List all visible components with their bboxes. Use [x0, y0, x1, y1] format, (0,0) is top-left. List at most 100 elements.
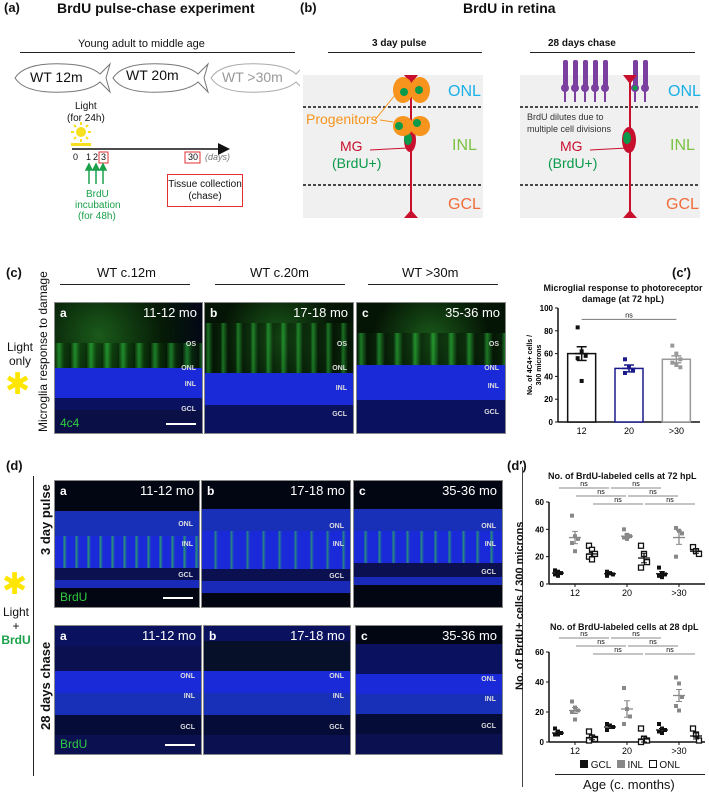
layer-inl: INL — [484, 696, 496, 703]
layer-inl: INL — [183, 693, 195, 700]
fish-label-2: WT 20m — [126, 67, 179, 83]
data-point — [657, 565, 661, 570]
pulse-row-label: 3 day pulse — [38, 484, 53, 555]
panel-d-bracket — [33, 476, 34, 776]
layer-gcl: GCL — [178, 572, 193, 579]
bar — [566, 352, 597, 423]
rod-cells — [561, 60, 649, 102]
fish-icon-2 — [112, 62, 210, 94]
d-prime-xlabel: Age (c. months) — [583, 777, 675, 792]
data-point — [605, 573, 609, 578]
micro-c-a: a 11-12 mo OS ONL INL GCL 4c4 — [54, 302, 203, 434]
chart-d-prime-28dpl: 0 20 40 60 12 20 >30 ns ns ns ns ns ns — [535, 631, 705, 756]
chart-d1-title: No. of BrdU-labeled cells at 72 hpL — [548, 471, 697, 481]
data-point — [677, 681, 681, 686]
data-point — [695, 550, 703, 558]
data-point — [678, 357, 683, 362]
age-range-label: Young adult to middle age — [78, 38, 205, 50]
layer-gcl: GCL — [329, 724, 344, 731]
sig-label: ns — [597, 639, 605, 646]
tissue-chase-label: (chase) — [188, 191, 222, 202]
stain-label: BrdU — [60, 737, 88, 751]
layer-os: OS — [336, 341, 347, 348]
y-tick-label: 20 — [535, 708, 544, 717]
layer-gcl: GCL — [484, 409, 499, 416]
layer-inl: INL — [487, 383, 499, 390]
fish-label-1: WT 12m — [30, 69, 83, 85]
pulse-gcl-label: GCL — [448, 196, 481, 213]
light-label: Light — [75, 101, 97, 112]
sig-label: ns — [632, 481, 640, 488]
data-point — [670, 360, 675, 365]
layer-inl: INL — [484, 541, 496, 548]
data-point — [637, 542, 645, 549]
data-point — [674, 675, 678, 680]
tick-2: 2 — [93, 152, 99, 162]
y-tick-label: 60 — [544, 350, 553, 359]
light-duration-label: (for 24h) — [67, 113, 105, 124]
layer-gcl: GCL — [481, 569, 496, 576]
x-tick-label: >30 — [671, 746, 686, 756]
brdu-arrows — [84, 162, 108, 184]
progenitors-label: Progenitors — [306, 111, 378, 127]
data-point — [576, 536, 580, 541]
y-tick-label: 0 — [540, 580, 545, 589]
chase-mg-label: MG — [560, 138, 583, 154]
chart-d2-title: No. of BrdU-labeled cells at 28 dpL — [550, 622, 699, 632]
data-point — [637, 725, 645, 732]
data-point — [674, 525, 678, 530]
layer-onl: ONL — [332, 365, 347, 372]
light-burst-icon: ✱ — [5, 368, 31, 401]
bar — [661, 358, 692, 423]
image-age: 17-18 mo — [293, 305, 348, 320]
micro-d-chase-a: a 11-12 mo ONL INL GCL BrdU — [54, 625, 202, 755]
layer-gcl: GCL — [332, 411, 347, 418]
light-only-label: Light only — [4, 340, 36, 368]
panel-c-label: (c) — [6, 265, 22, 280]
microglia-row-label: Microglia response to damage — [36, 271, 50, 432]
sig-label: ns — [666, 647, 674, 654]
y-tick-label: 40 — [535, 525, 544, 534]
layer-onl: ONL — [329, 673, 344, 680]
data-point — [680, 695, 684, 699]
y-tick-label: 0 — [540, 738, 545, 747]
data-point — [605, 722, 609, 726]
day-3-box — [98, 151, 109, 164]
timeline-unit: (days) — [205, 152, 231, 162]
pulse-title-line — [328, 52, 482, 53]
data-point — [695, 737, 703, 744]
chase-brdu-label: (BrdU+) — [548, 155, 598, 171]
xlabel-line — [555, 774, 705, 775]
chart-c-title-1: Microglial response to photoreceptor — [543, 283, 703, 293]
data-point — [657, 722, 661, 726]
data-point — [677, 708, 681, 713]
sig-label: ns — [614, 647, 622, 654]
data-point — [689, 725, 697, 732]
pulse-onl-label: ONL — [448, 83, 481, 100]
chase-retina-bg — [520, 75, 700, 218]
data-point — [588, 556, 596, 563]
legend-onl-label: ONL — [659, 760, 680, 771]
pulse-title: 3 day pulse — [372, 38, 427, 49]
sig-label: ns — [625, 312, 633, 319]
x-tick-label: 12 — [577, 426, 587, 436]
image-age: 11-12 mo — [143, 305, 197, 320]
y-tick-label: 20 — [544, 395, 553, 404]
y-tick-label: 80 — [544, 327, 553, 336]
data-point — [622, 535, 626, 540]
y-tick-label: 60 — [535, 648, 544, 657]
micro-c-b: b 17-18 mo OS ONL INL GCL — [204, 302, 354, 434]
data-point — [660, 731, 664, 735]
fish-label-3: WT >30m — [222, 69, 283, 85]
data-point — [583, 353, 588, 358]
layer-onl: ONL — [484, 365, 499, 372]
chart-d-prime-72hpl: 0 20 40 60 12 20 >30 ns ns ns ns ns ns — [535, 481, 705, 598]
light-brdu-label: Light + BrdU — [0, 605, 32, 647]
image-letter: c — [361, 629, 368, 643]
pulse-inl-label: INL — [452, 137, 477, 154]
sig-label: ns — [580, 631, 588, 638]
data-point — [674, 363, 679, 367]
panel-d-label: (d) — [6, 458, 23, 473]
layer-onl: ONL — [481, 523, 496, 530]
